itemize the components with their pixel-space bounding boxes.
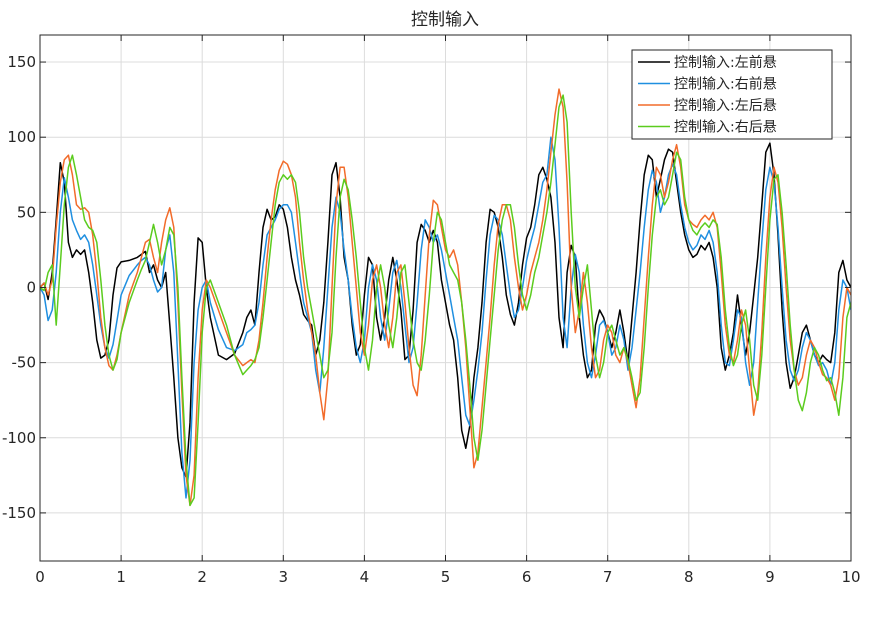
x-axis-ticks: 0 1 2 3 4 5 6 7 8 9 10 [35, 35, 861, 586]
x-tick-label: 5 [441, 568, 451, 586]
x-tick-label: 1 [116, 568, 126, 586]
x-tick-label: 0 [35, 568, 45, 586]
x-tick-label: 7 [603, 568, 613, 586]
y-tick-label: -50 [12, 354, 37, 372]
y-tick-label: 150 [7, 53, 36, 71]
chart-title: 控制输入 [411, 10, 479, 30]
x-tick-label: 8 [684, 568, 694, 586]
x-tick-label: 2 [197, 568, 207, 586]
x-tick-label: 3 [279, 568, 289, 586]
x-tick-label: 10 [841, 568, 860, 586]
y-tick-label: 100 [7, 128, 36, 146]
legend-label: 控制输入:左前悬 [674, 54, 777, 71]
legend-box [631, 49, 833, 140]
series-line-4 [40, 94, 851, 507]
x-tick-label: 4 [360, 568, 370, 586]
legend-label: 控制输入:左后悬 [674, 98, 777, 114]
y-axis-ticks: -150 -100 -50 0 50 100 150 [2, 53, 851, 522]
y-tick-label: -100 [2, 429, 36, 447]
legend-label: 控制输入:右前悬 [674, 76, 777, 93]
series-lines [40, 88, 851, 507]
series-line-1 [40, 142, 851, 478]
y-tick-label: -150 [2, 504, 36, 522]
x-tick-label: 9 [765, 568, 775, 586]
y-tick-label: 50 [17, 203, 36, 221]
y-tick-label: 0 [26, 278, 36, 296]
x-tick-label: 6 [522, 568, 532, 586]
legend-label: 控制输入:右后悬 [674, 120, 777, 136]
series-line-2 [40, 136, 851, 499]
